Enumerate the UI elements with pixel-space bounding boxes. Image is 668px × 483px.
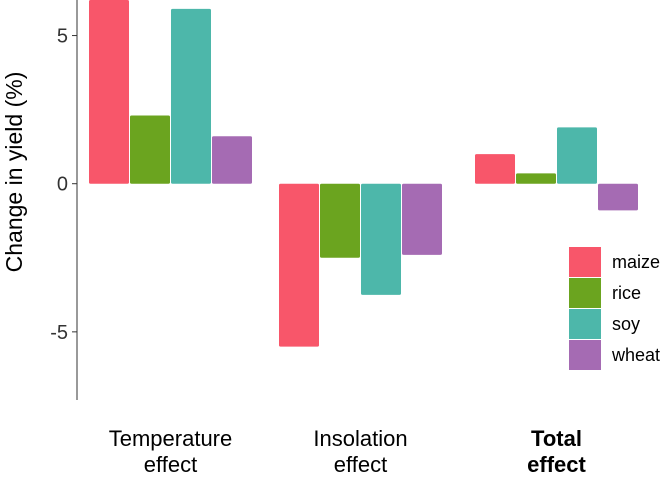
x-category-label: Insolation effect — [313, 426, 407, 477]
legend-swatch-soy — [569, 309, 601, 339]
legend-label-soy: soy — [612, 314, 640, 334]
bar-rice-3 — [516, 173, 556, 184]
bar-wheat-1 — [212, 136, 252, 184]
bar-soy-1 — [171, 8, 211, 184]
legend: maize rice soy wheat — [569, 247, 660, 370]
y-axis-title: Change in yield (%) — [1, 72, 27, 273]
bar-soy-3 — [557, 127, 597, 184]
legend-label-maize: maize — [612, 252, 660, 272]
bar-rice-1 — [130, 115, 170, 184]
bar-soy-2 — [361, 183, 401, 295]
legend-label-rice: rice — [612, 283, 641, 303]
y-tick-label: -5 — [50, 322, 68, 344]
x-category-label: Total effect — [527, 426, 586, 477]
bar-rice-2 — [320, 183, 360, 258]
y-tick-label: 0 — [57, 174, 68, 196]
legend-label-wheat: wheat — [611, 345, 660, 365]
y-axis: 5 0 -5 — [50, 0, 78, 400]
x-category-label: Temperature effect — [109, 426, 233, 477]
bar-maize-1 — [89, 0, 129, 184]
bars-group — [89, 0, 638, 347]
legend-swatch-maize — [569, 247, 601, 277]
bar-wheat-3 — [598, 183, 638, 211]
bar-maize-2 — [279, 183, 319, 347]
bar-maize-3 — [475, 154, 515, 184]
y-tick-label: 5 — [57, 26, 68, 48]
legend-swatch-wheat — [569, 340, 601, 370]
legend-swatch-rice — [569, 278, 601, 308]
x-axis-labels: Temperature effect Insolation effect Total ef… — [109, 426, 587, 477]
bar-wheat-2 — [402, 183, 442, 255]
